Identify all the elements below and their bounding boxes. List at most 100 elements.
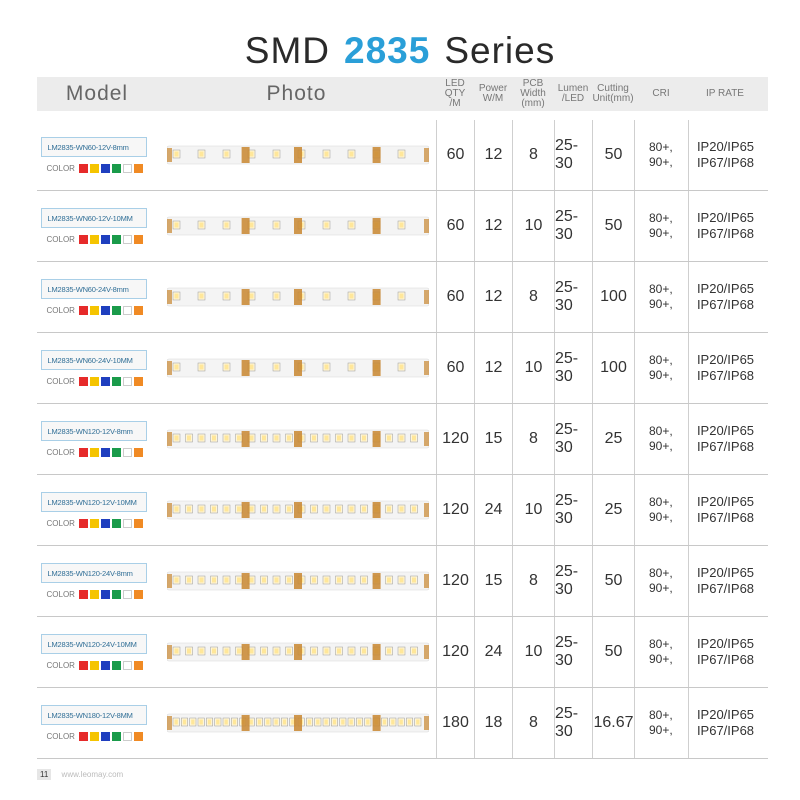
model-number: LM2835-WN60-12V-8mm bbox=[40, 137, 147, 157]
header-photo: Photo bbox=[266, 82, 327, 105]
header-cut-line2: Unit(mm) bbox=[592, 93, 634, 104]
cri-value: 80+, bbox=[649, 566, 673, 580]
cri-value: 90+, bbox=[649, 510, 673, 524]
led-qty-cell: 60 bbox=[436, 120, 474, 190]
ip-rate-value: IP67/IP68 bbox=[696, 510, 755, 525]
color-swatch bbox=[89, 519, 99, 528]
ip-rate-value: IP20/IP65 bbox=[696, 139, 755, 154]
color-swatch bbox=[122, 732, 132, 741]
ip-rate-value: IP20/IP65 bbox=[696, 423, 755, 438]
color-swatch bbox=[133, 448, 143, 457]
header-cri: CRI bbox=[652, 88, 670, 99]
ip-rate-cell: IP20/IP65 IP67/IP68 bbox=[688, 262, 762, 332]
table-row: LM2835-WN120-12V-8mm COLOR 120 15 8 25-30 25 80… bbox=[37, 404, 768, 475]
color-swatch bbox=[122, 306, 132, 315]
pcb-width-cell: 10 bbox=[512, 475, 554, 545]
color-label: COLOR bbox=[46, 235, 75, 244]
ip-rate-value: IP67/IP68 bbox=[696, 581, 755, 596]
power-cell: 12 bbox=[474, 333, 512, 403]
page-title: SMD 2835 Series bbox=[0, 30, 800, 72]
header-cut-line1: Cutting bbox=[597, 83, 629, 94]
ip-rate-value: IP67/IP68 bbox=[696, 652, 755, 667]
model-number: LM2835-WN60-12V-10MM bbox=[40, 208, 147, 228]
color-swatch bbox=[133, 377, 143, 386]
color-swatch bbox=[122, 235, 132, 244]
model-cell: LM2835-WN60-24V-10MM COLOR bbox=[37, 333, 157, 403]
color-swatch bbox=[111, 377, 121, 386]
cutting-unit-cell: 25 bbox=[592, 404, 634, 474]
lumen-cell: 25-30 bbox=[554, 688, 592, 758]
color-options: COLOR bbox=[41, 235, 154, 244]
pcb-width-cell: 10 bbox=[512, 617, 554, 687]
color-swatch bbox=[111, 306, 121, 315]
ip-rate-value: IP20/IP65 bbox=[696, 707, 755, 722]
cutting-unit-cell: 50 bbox=[592, 617, 634, 687]
led-qty-cell: 60 bbox=[436, 191, 474, 261]
color-swatch bbox=[111, 661, 121, 670]
model-box: LM2835-WN120-24V-8mm COLOR bbox=[40, 552, 154, 610]
cri-value: 90+, bbox=[649, 652, 673, 666]
header-lumen-line2: /LED bbox=[561, 93, 585, 104]
power-cell: 24 bbox=[474, 475, 512, 545]
ip-rate-cell: IP20/IP65 IP67/IP68 bbox=[688, 333, 762, 403]
color-swatch bbox=[100, 519, 110, 528]
cutting-unit-cell: 50 bbox=[592, 120, 634, 190]
title-prefix: SMD bbox=[244, 30, 331, 71]
led-strip-image bbox=[166, 429, 429, 449]
color-swatch bbox=[122, 377, 132, 386]
lumen-cell: 25-30 bbox=[554, 475, 592, 545]
model-cell: LM2835-WN180-12V-8MM COLOR bbox=[37, 688, 157, 758]
header-lumen-line1: Lumen bbox=[557, 83, 589, 94]
led-qty-cell: 180 bbox=[436, 688, 474, 758]
cri-cell: 80+, 90+, bbox=[634, 262, 688, 332]
header-power-line2: W/M bbox=[482, 93, 504, 104]
power-cell: 12 bbox=[474, 191, 512, 261]
color-swatch bbox=[122, 519, 132, 528]
cutting-unit-cell: 25 bbox=[592, 475, 634, 545]
ip-rate-value: IP67/IP68 bbox=[696, 723, 755, 738]
color-swatch bbox=[111, 732, 121, 741]
product-table: LM2835-WN60-12V-8mm COLOR 60 12 8 25-30 50 80+,… bbox=[37, 120, 768, 759]
cri-value: 80+, bbox=[649, 637, 673, 651]
lumen-cell: 25-30 bbox=[554, 404, 592, 474]
color-swatch bbox=[89, 377, 99, 386]
color-swatch bbox=[78, 235, 88, 244]
ip-rate-cell: IP20/IP65 IP67/IP68 bbox=[688, 546, 762, 616]
ip-rate-value: IP67/IP68 bbox=[696, 297, 755, 312]
lumen-cell: 25-30 bbox=[554, 191, 592, 261]
header-pcb-width: PCB Width (mm) bbox=[512, 77, 554, 111]
color-label: COLOR bbox=[46, 306, 75, 315]
color-swatch bbox=[89, 732, 99, 741]
website-url: www.leomay.com bbox=[61, 770, 124, 779]
led-qty-cell: 120 bbox=[436, 546, 474, 616]
color-options: COLOR bbox=[41, 519, 154, 528]
color-swatch bbox=[89, 164, 99, 173]
ip-rate-value: IP67/IP68 bbox=[696, 439, 755, 454]
model-cell: LM2835-WN120-24V-8mm COLOR bbox=[37, 546, 157, 616]
color-swatch bbox=[133, 661, 143, 670]
ip-rate-cell: IP20/IP65 IP67/IP68 bbox=[688, 191, 762, 261]
color-swatch bbox=[111, 590, 121, 599]
color-options: COLOR bbox=[41, 306, 154, 315]
color-swatch bbox=[133, 732, 143, 741]
title-accent: 2835 bbox=[344, 30, 431, 71]
color-swatch bbox=[122, 164, 132, 173]
power-cell: 12 bbox=[474, 120, 512, 190]
cri-value: 80+, bbox=[649, 211, 673, 225]
photo-cell bbox=[157, 120, 436, 190]
table-row: LM2835-WN60-24V-8mm COLOR 60 12 8 25-30 100 80+… bbox=[37, 262, 768, 333]
color-swatch bbox=[133, 590, 143, 599]
color-options: COLOR bbox=[41, 377, 154, 386]
ip-rate-cell: IP20/IP65 IP67/IP68 bbox=[688, 475, 762, 545]
model-cell: LM2835-WN120-24V-10MM COLOR bbox=[37, 617, 157, 687]
color-swatch bbox=[89, 590, 99, 599]
model-number: LM2835-WN180-12V-8MM bbox=[40, 705, 147, 725]
pcb-width-cell: 8 bbox=[512, 688, 554, 758]
photo-cell bbox=[157, 617, 436, 687]
model-cell: LM2835-WN60-12V-10MM COLOR bbox=[37, 191, 157, 261]
photo-cell bbox=[157, 546, 436, 616]
pcb-width-cell: 10 bbox=[512, 333, 554, 403]
led-strip-image bbox=[166, 571, 429, 591]
model-cell: LM2835-WN60-12V-8mm COLOR bbox=[37, 120, 157, 190]
color-swatch bbox=[78, 306, 88, 315]
